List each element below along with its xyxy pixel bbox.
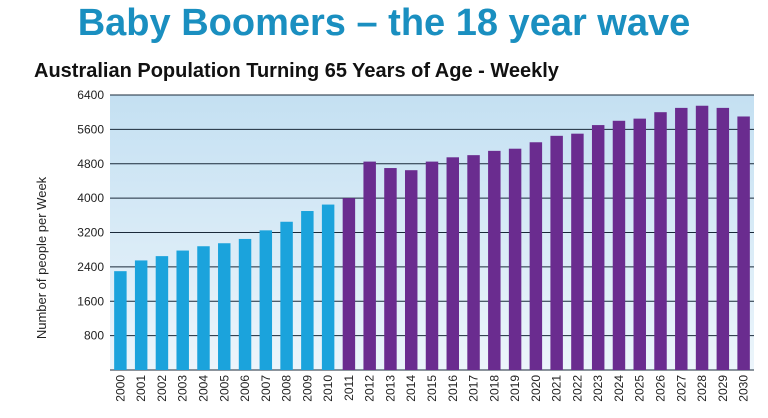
x-tick-label-2014: 2014 [404, 375, 418, 402]
x-tick-label-2019: 2019 [508, 375, 522, 402]
x-tick-label-2015: 2015 [425, 375, 439, 402]
x-axis-ticks: 2000 2001 2002 2003 2004 2005 2006 2007 2008 2009… [113, 375, 750, 402]
x-tick-label-2012: 2012 [363, 375, 377, 402]
y-tick-label: 5600 [77, 122, 104, 136]
bar-2007 [259, 230, 273, 370]
y-tick-label: 4800 [77, 157, 104, 171]
y-axis-ticks: 800 1600 2400 3200 4000 4800 5600 6400 [77, 88, 104, 343]
x-tick-label-2008: 2008 [280, 375, 294, 402]
x-tick-label-2013: 2013 [383, 375, 397, 402]
bar-2020 [529, 142, 543, 370]
x-tick-label-2000: 2000 [113, 375, 127, 402]
bar-2000 [114, 271, 127, 370]
y-tick-label: 1600 [77, 294, 104, 308]
y-tick-label: 3200 [77, 226, 104, 240]
x-tick-label-2016: 2016 [446, 375, 460, 402]
x-tick-label-2021: 2021 [550, 375, 564, 402]
bar-2028 [695, 105, 709, 370]
bar-2029 [716, 107, 730, 370]
x-tick-label-2003: 2003 [176, 375, 190, 402]
x-tick-label-2024: 2024 [612, 375, 626, 402]
bar-2023 [591, 125, 605, 370]
bar-2011 [342, 198, 356, 370]
y-tick-label: 6400 [77, 88, 104, 102]
bar-2012 [363, 161, 376, 370]
y-tick-label: 4000 [77, 191, 104, 205]
y-tick-label: 800 [84, 329, 104, 343]
bar-2030 [737, 116, 750, 370]
x-tick-label-2004: 2004 [196, 375, 210, 402]
x-tick-label-2020: 2020 [529, 375, 543, 402]
x-tick-label-2017: 2017 [467, 375, 481, 402]
chart-title: Australian Population Turning 65 Years o… [34, 60, 559, 82]
x-tick-label-2027: 2027 [674, 375, 688, 402]
bar-2015 [425, 161, 439, 370]
x-tick-label-2022: 2022 [570, 375, 584, 402]
bar-2019 [508, 148, 522, 370]
bar-2008 [280, 221, 293, 370]
headline: Baby Boomers – the 18 year wave [77, 2, 691, 44]
bar-2004 [197, 246, 210, 370]
bar-2027 [675, 107, 688, 370]
bar-2024 [612, 120, 626, 370]
bar-2005 [218, 243, 231, 370]
bar-2016 [446, 157, 460, 370]
bar-2013 [384, 168, 397, 370]
x-tick-label-2029: 2029 [716, 375, 730, 402]
bar-2003 [176, 250, 189, 370]
x-tick-label-2030: 2030 [737, 375, 751, 402]
x-tick-label-2010: 2010 [321, 375, 335, 402]
x-tick-label-2026: 2026 [654, 375, 668, 402]
y-tick-label: 2400 [77, 260, 104, 274]
x-tick-label-2007: 2007 [259, 375, 273, 402]
x-tick-label-2002: 2002 [155, 375, 169, 402]
bars [114, 105, 750, 370]
x-tick-label-2018: 2018 [487, 375, 501, 402]
x-tick-label-2023: 2023 [591, 375, 605, 402]
bar-2018 [488, 150, 501, 370]
bar-2006 [238, 238, 252, 370]
bar-2022 [571, 133, 584, 370]
x-tick-label-2005: 2005 [217, 375, 231, 402]
x-tick-label-2006: 2006 [238, 375, 252, 402]
x-tick-label-2001: 2001 [134, 375, 148, 402]
bar-2009 [301, 211, 314, 370]
bar-2026 [654, 112, 667, 370]
x-tick-label-2028: 2028 [695, 375, 709, 402]
y-axis-label: Number of people per Week [34, 176, 49, 339]
bar-2017 [467, 155, 480, 370]
bar-2021 [550, 135, 563, 370]
x-tick-label-2025: 2025 [633, 375, 647, 402]
bar-2014 [404, 170, 418, 370]
bar-2002 [155, 256, 169, 370]
bar-2025 [633, 118, 646, 370]
x-tick-label-2009: 2009 [300, 375, 314, 402]
bar-2010 [321, 204, 335, 370]
bar-2001 [134, 260, 148, 370]
x-tick-label-2011: 2011 [342, 375, 356, 401]
